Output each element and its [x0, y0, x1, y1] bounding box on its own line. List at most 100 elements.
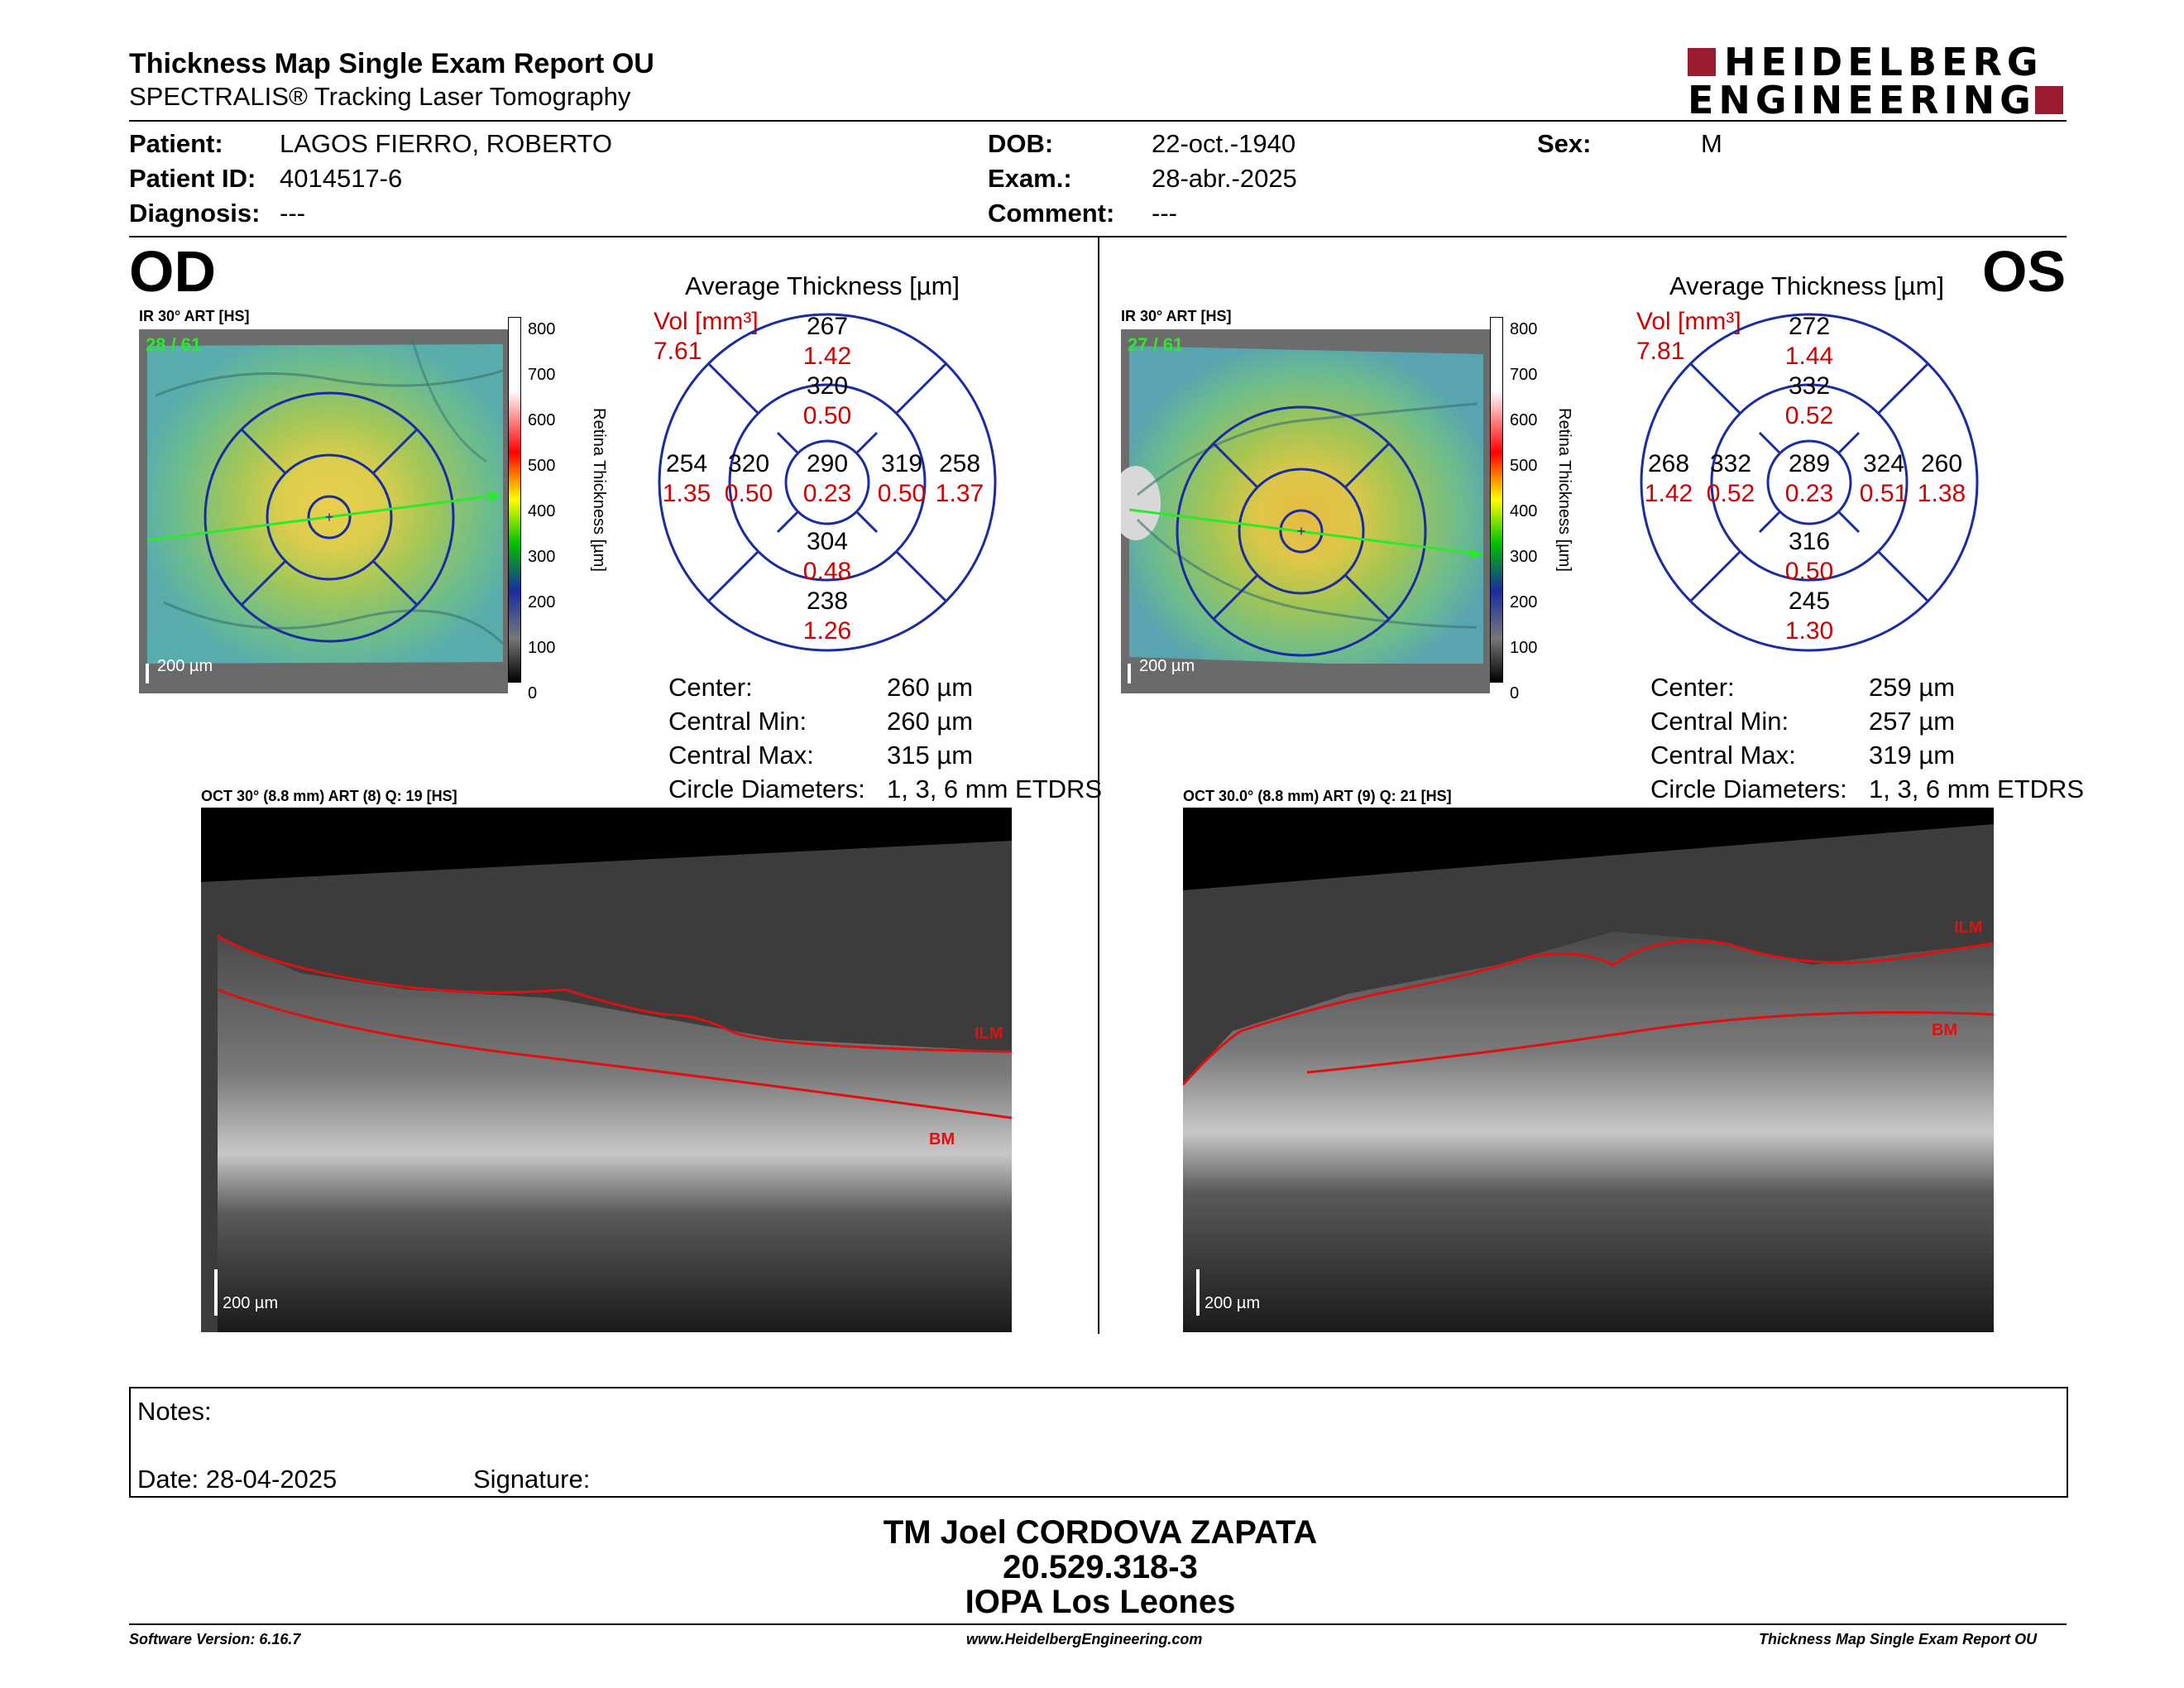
od-inner-sup-v: 0.50	[802, 402, 852, 429]
os-inner-left-t: 332	[1709, 450, 1752, 477]
od-avg-title: Average Thickness [µm]	[685, 271, 960, 300]
os-central-max-value: 319 µm	[1869, 741, 1956, 770]
os-tick-100: 100	[1510, 639, 1538, 657]
od-oct-scalebar	[214, 1269, 218, 1316]
od-tick-500: 500	[528, 457, 556, 475]
os-oct-scale: 200 µm	[1205, 1294, 1261, 1312]
od-vol-label: Vol [mm³]	[654, 308, 759, 335]
os-ir-label: IR 30° ART [HS]	[1121, 308, 1232, 324]
os-oct-label: OCT 30.0° (8.8 mm) ART (9) Q: 21 [HS]	[1183, 788, 1452, 804]
os-outer-sup-t: 272	[1788, 313, 1831, 340]
od-circle-diam-value: 1, 3, 6 mm ETDRS	[887, 774, 1103, 803]
od-center-v: 0.23	[802, 480, 852, 507]
os-colorbar-title: Retina Thickness [µm]	[1555, 408, 1573, 572]
od-tick-200: 200	[528, 593, 556, 611]
od-label: OD	[129, 239, 216, 304]
logo-text-line1: HEIDELBERG	[1724, 40, 2043, 84]
os-vol-value: 7.81	[1636, 338, 1685, 365]
od-bm-label: BM	[929, 1130, 956, 1149]
patient-name: LAGOS FIERRO, ROBERTO	[280, 129, 612, 158]
od-ilm-label: ILM	[975, 1024, 1003, 1043]
od-center-label: Center:	[668, 673, 753, 702]
os-tick-500: 500	[1510, 457, 1538, 475]
od-inner-inf-t: 304	[806, 528, 849, 555]
os-center-label: Center:	[1650, 673, 1735, 702]
center-divider	[1098, 237, 1099, 1334]
od-center-t: 290	[806, 450, 849, 477]
os-etdrs-grid: 272 1.44 332 0.52 289 0.23 268 1.42 332 …	[1640, 313, 1979, 652]
od-etdrs-grid: 267 1.42 320 0.50 290 0.23 254 1.35 320 …	[658, 313, 997, 652]
os-central-max-label: Central Max:	[1650, 741, 1796, 770]
diagnosis-value: ---	[280, 199, 305, 228]
od-ir-count: 28 / 61	[146, 334, 202, 355]
os-tick-0: 0	[1510, 684, 1520, 703]
os-outer-right-t: 260	[1920, 450, 1963, 477]
comment-label: Comment:	[988, 199, 1115, 228]
od-inner-sup-t: 320	[806, 372, 849, 400]
os-stats-labels: Center: Central Min: Central Max: Circle…	[1650, 670, 1847, 806]
os-avg-title: Average Thickness [µm]	[1669, 271, 1945, 300]
os-outer-inf-v: 1.30	[1784, 617, 1834, 645]
od-inner-inf-v: 0.48	[802, 558, 852, 585]
svg-text:+: +	[1297, 523, 1306, 539]
od-oct-bscan: ILM BM 200 µm	[201, 808, 1012, 1332]
technician-id: 20.529.318-3	[1003, 1549, 1198, 1585]
os-inner-right-v: 0.51	[1859, 480, 1909, 507]
signature-label: Signature:	[473, 1465, 591, 1494]
os-tick-600: 600	[1510, 411, 1538, 429]
od-ir-scalebar	[146, 664, 149, 683]
report-subtitle: SPECTRALIS® Tracking Laser Tomography	[129, 82, 631, 111]
os-bm-label: BM	[1932, 1021, 1958, 1039]
od-tick-100: 100	[528, 639, 556, 657]
os-inner-sup-t: 332	[1788, 372, 1831, 400]
os-colorbar: 800 700 600 500 400 300 200 100 0 Retina…	[1490, 317, 1614, 703]
os-colorbar-gradient	[1490, 317, 1503, 683]
os-outer-left-t: 268	[1647, 450, 1690, 477]
notes-date: Date: 28-04-2025	[137, 1465, 338, 1494]
website-link[interactable]: www.HeidelbergEngineering.com	[966, 1631, 1203, 1647]
patient-id-label: Patient ID:	[129, 164, 256, 193]
os-tick-800: 800	[1510, 320, 1538, 338]
notes-box[interactable]: Notes: Date: 28-04-2025 Signature:	[129, 1387, 2068, 1498]
od-outer-right-t: 258	[938, 450, 981, 477]
od-central-max-label: Central Max:	[668, 741, 814, 770]
os-outer-right-v: 1.38	[1917, 480, 1966, 507]
sex-value: M	[1701, 129, 1722, 158]
os-central-min-value: 257 µm	[1869, 707, 1956, 736]
os-colorbar-ticks: 800 700 600 500 400 300 200 100 0	[1510, 307, 1537, 717]
svg-text:+: +	[325, 509, 334, 525]
os-inner-left-v: 0.52	[1706, 480, 1755, 507]
os-vol-label: Vol [mm³]	[1636, 308, 1741, 335]
os-central-min-label: Central Min:	[1650, 707, 1789, 736]
os-ilm-label: ILM	[1954, 918, 1983, 937]
od-circle-diam-label: Circle Diameters:	[668, 774, 865, 803]
od-tick-800: 800	[528, 320, 556, 338]
od-stats-labels: Center: Central Min: Central Max: Circle…	[668, 670, 865, 806]
os-center-t: 289	[1788, 450, 1831, 477]
od-tick-400: 400	[528, 502, 556, 520]
os-inner-inf-v: 0.50	[1784, 558, 1834, 585]
os-outer-sup-v: 1.44	[1784, 343, 1834, 370]
os-tick-200: 200	[1510, 593, 1538, 611]
od-colorbar-gradient	[508, 317, 521, 683]
technician-name: TM Joel CORDOVA ZAPATA	[883, 1514, 1318, 1551]
od-oct-scale: 200 µm	[223, 1294, 279, 1312]
footer-report-name: Thickness Map Single Exam Report OU	[1759, 1631, 2038, 1647]
od-outer-left-t: 254	[665, 450, 708, 477]
os-inner-sup-v: 0.52	[1784, 402, 1834, 429]
os-circle-diam-value: 1, 3, 6 mm ETDRS	[1869, 774, 2085, 803]
od-outer-left-v: 1.35	[662, 480, 711, 507]
heidelberg-logo: HEIDELBERG ENGINEERING	[1688, 40, 2068, 122]
od-tick-300: 300	[528, 548, 556, 566]
os-label: OS	[1982, 239, 2067, 304]
od-central-min-value: 260 µm	[887, 707, 974, 736]
od-inner-right-t: 319	[880, 450, 923, 477]
os-stats-values: 259 µm 257 µm 319 µm 1, 3, 6 mm ETDRS	[1869, 670, 2084, 806]
os-oct-scalebar	[1196, 1269, 1200, 1316]
footer-divider	[129, 1623, 2067, 1625]
od-colorbar: 800 700 600 500 400 300 200 100 0 Retina…	[508, 317, 632, 703]
os-inner-right-t: 324	[1862, 450, 1905, 477]
od-inner-left-v: 0.50	[724, 480, 774, 507]
header-divider	[129, 120, 2067, 122]
os-tick-400: 400	[1510, 502, 1538, 520]
